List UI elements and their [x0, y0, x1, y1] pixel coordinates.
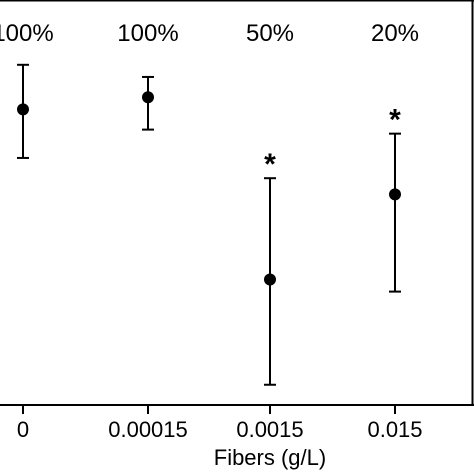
- x-axis-ticks: [22, 405, 396, 414]
- error-bars: [17, 63, 401, 386]
- percent-label: 20%: [371, 20, 419, 47]
- percent-label: 100%: [117, 20, 178, 47]
- data-point: [264, 273, 276, 286]
- data-point: [17, 103, 29, 116]
- x-tick-label: 0.0015: [236, 417, 303, 442]
- data-points: [17, 91, 401, 286]
- significance-star: *: [389, 104, 401, 137]
- significance-star: *: [264, 148, 276, 181]
- percent-labels: 100% 100% 50% 20%: [0, 20, 419, 47]
- data-point: [142, 91, 154, 104]
- x-axis-title: Fibers (g/L): [214, 445, 326, 470]
- x-tick-label: 0: [17, 417, 29, 442]
- percent-label: 50%: [246, 20, 294, 47]
- x-tick-labels: 0 0.00015 0.0015 0.015: [17, 417, 423, 442]
- x-tick-label: 0.015: [367, 417, 422, 442]
- x-tick-label: 0.00015: [108, 417, 188, 442]
- percent-label: 100%: [0, 20, 54, 47]
- data-point: [389, 188, 401, 201]
- significance-markers: **: [264, 104, 401, 182]
